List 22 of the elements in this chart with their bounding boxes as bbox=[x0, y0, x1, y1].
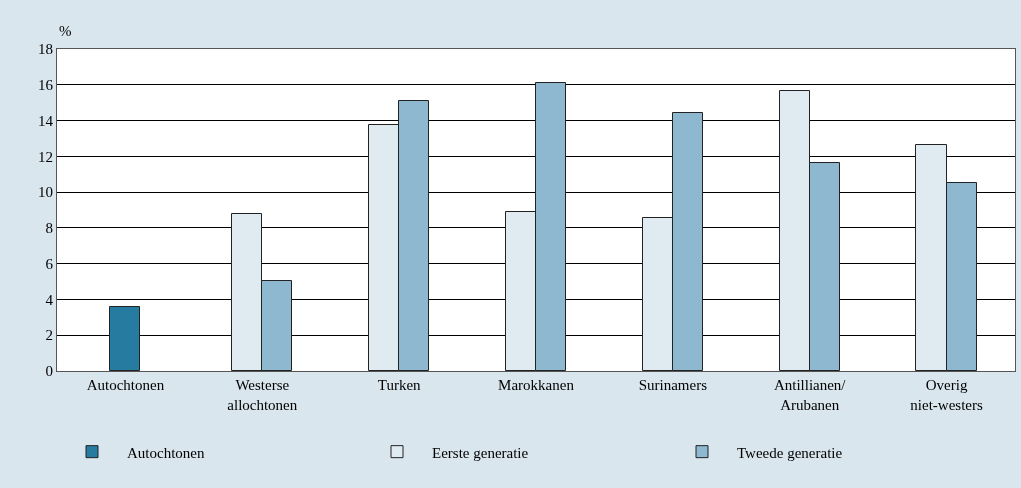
legend-label: Eerste generatie bbox=[432, 444, 529, 461]
x-tick-label: Turken bbox=[377, 377, 422, 393]
x-tick-label: Antillianen/ Arubanen bbox=[773, 377, 847, 413]
y-tick-label: 18 bbox=[38, 41, 53, 58]
y-tick-label: 2 bbox=[45, 327, 53, 344]
y-tick-label: 16 bbox=[38, 77, 54, 94]
legend-label: Tweede generatie bbox=[737, 444, 843, 461]
x-tick-label: Marokkanen bbox=[498, 377, 575, 393]
x-tick-label: Overig niet-westers bbox=[910, 377, 983, 413]
y-tick-label: 8 bbox=[45, 220, 53, 237]
x-tick-label: Autochtonen bbox=[86, 377, 165, 393]
bar bbox=[109, 306, 140, 371]
y-tick-label: 12 bbox=[38, 148, 53, 165]
x-tick-label: Surinamers bbox=[638, 377, 708, 393]
y-tick-label: 6 bbox=[45, 255, 54, 272]
x-tick-label: Westerse allochtonen bbox=[227, 377, 298, 413]
y-tick-label: 10 bbox=[38, 184, 53, 201]
y-tick-label: 4 bbox=[45, 291, 54, 308]
legend-label: Autochtonen bbox=[127, 444, 205, 461]
y-tick-label: 14 bbox=[38, 112, 54, 129]
y-tick-label: 0 bbox=[45, 363, 53, 380]
y-axis-title: % bbox=[59, 23, 72, 39]
